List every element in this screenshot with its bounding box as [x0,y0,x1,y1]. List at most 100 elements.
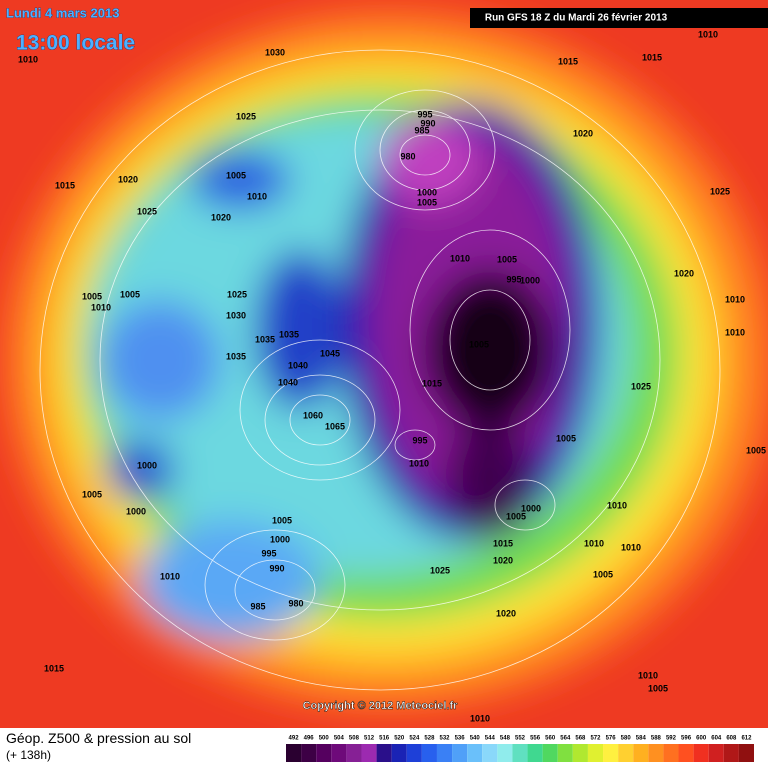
colorbar-tick-label: 496 [304,736,315,742]
isobar-label: 1000 [137,460,157,470]
footer-title: Géop. Z500 & pression au sol [6,730,192,746]
colorbar-swatch [497,744,513,762]
colorbar-swatch [316,744,332,762]
isobar-label: 1005 [120,289,140,299]
colorbar-swatch [738,744,754,762]
colorbar-tick-label: 536 [455,736,466,742]
isobar-labels: 1030 1010 1015 1015 1010 1025 995 990 985 1020 980… [18,29,766,723]
colorbar-tick-label: 524 [409,736,420,742]
isobar-label: 1005 [746,445,766,455]
forecast-date: Lundi 4 mars 2013 [6,5,119,20]
isobar-label: 1005 [417,197,437,207]
isobar-label: 990 [269,563,284,573]
isobar-label: 1025 [710,186,730,196]
isobars [39,49,721,691]
isobar-label: 1015 [44,663,64,673]
isobar-label: 995 [261,548,276,558]
colorbar-swatch [331,744,347,762]
isobar-label: 1010 [638,670,658,680]
colorbar-tick-label: 548 [500,736,511,742]
colorbar-swatch [603,744,619,762]
colorbar-tick-label: 500 [319,736,330,742]
colorbar-tick-label: 528 [424,736,435,742]
isobar-label: 1005 [506,511,526,521]
colorbar-tick-label: 564 [560,736,571,742]
isobar-label: 1035 [279,329,299,339]
colorbar-tick-label: 520 [394,736,405,742]
isobar-label: 1010 [725,294,745,304]
colorbar-swatch [542,744,558,762]
isobar-label: 1010 [247,191,267,201]
colorbar-swatch [376,744,392,762]
isobar-label: 1005 [226,170,246,180]
map: 1030 1010 1015 1015 1010 1025 995 990 985 1020 980… [0,0,768,728]
colorbar-swatch [723,744,739,762]
isobar-label: 1010 [725,327,745,337]
isobar-label: 985 [250,601,265,611]
colorbar-tick-label: 540 [470,736,481,742]
isobar-label: 1015 [642,52,662,62]
colorbar-swatch [406,744,422,762]
colorbar-swatch [467,744,483,762]
colorbar-tick-label: 556 [530,736,541,742]
colorbar-tick-label: 576 [606,736,617,742]
colorbar-tick-label: 568 [575,736,586,742]
colorbar-tick-label: 504 [334,736,345,742]
isobar-label: 1065 [325,421,345,431]
isobar-label: 1010 [409,458,429,468]
isobar-label: 1005 [556,433,576,443]
colorbar-swatch [527,744,543,762]
colorbar-swatch [618,744,634,762]
isobar-label: 1060 [303,410,323,420]
colorbar-swatch [286,744,302,762]
colorbar-tick-label: 612 [741,736,752,742]
isobar-label: 1000 [270,534,290,544]
colorbar-swatch [346,744,362,762]
colorbar-tick-label: 572 [590,736,601,742]
colorbar-swatch [587,744,604,762]
isobar-label: 1015 [422,378,442,388]
colorbar-tick-label: 560 [545,736,556,742]
colorbar-swatch [482,744,498,762]
isobar-label: 1010 [450,253,470,263]
isobar-label: 1000 [126,506,146,516]
isobar-label: 1015 [493,538,513,548]
isobar-label: 1010 [607,500,627,510]
colorbar-tick-label: 596 [681,736,692,742]
isobar-label: 1030 [226,310,246,320]
colorbar-swatch [301,744,317,762]
isobar-label: 1010 [584,538,604,548]
colorbar-swatch [361,744,377,762]
isobar-label: 1000 [520,275,540,285]
colorbar-tick-label: 532 [440,736,451,742]
isobar-label: 1025 [137,206,157,216]
isobar-label: 1010 [698,29,718,39]
isobar-label: 1020 [211,212,231,222]
colorbar-tick-label: 600 [696,736,707,742]
isobar-label: 1020 [496,608,516,618]
isobar-label: 980 [400,151,415,161]
isobar-label: 1015 [55,180,75,190]
isobar-label: 1005 [82,489,102,499]
isobar-label: 1005 [272,515,292,525]
colorbar-tick-label: 544 [485,736,496,742]
colorbar-tick-label: 552 [515,736,526,742]
colorbar-swatch [648,744,664,762]
isobar-label: 1005 [469,339,489,349]
isobar-label: 1010 [470,713,490,723]
colorbar-swatch [421,744,437,762]
isobar-label: 1020 [674,268,694,278]
colorbar-swatch [663,744,679,762]
isobar-label: 1025 [227,289,247,299]
isobar-label: 995 [412,435,427,445]
isobar-label: 1000 [521,503,541,513]
isobar-label: 1005 [648,683,668,693]
isobar-label: 1010 [18,54,38,64]
colorbar-swatch [572,744,588,762]
isobar-label: 1025 [430,565,450,575]
isobar-label: 1025 [631,381,651,391]
geopotential-field [5,10,768,710]
colorbar-tick-label: 584 [636,736,647,742]
isobar-label: 1005 [593,569,613,579]
